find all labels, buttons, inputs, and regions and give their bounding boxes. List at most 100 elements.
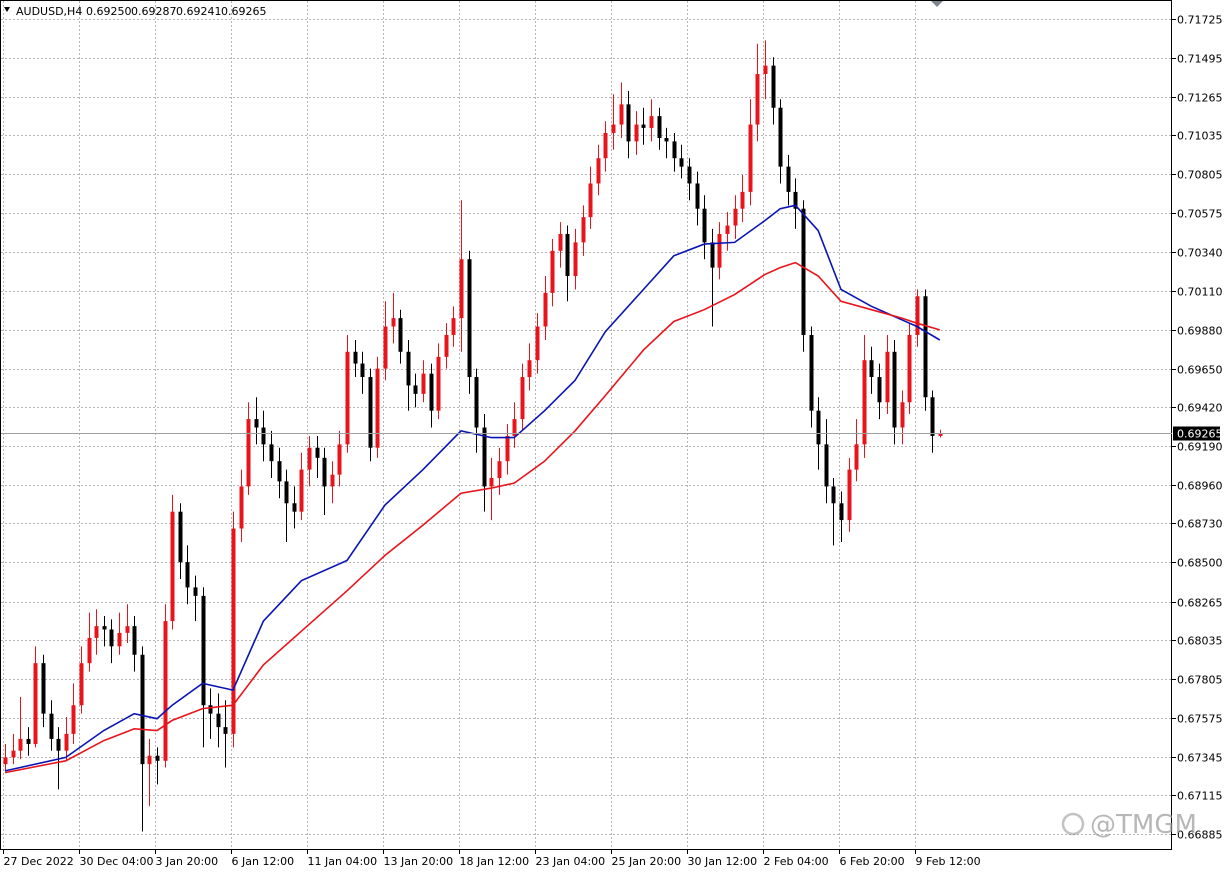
candle-body: [421, 373, 426, 394]
candle-body: [687, 166, 692, 184]
candle-body: [907, 334, 912, 403]
candle-body: [497, 461, 502, 479]
watermark: @TMGM: [1090, 810, 1197, 840]
candle-body: [892, 351, 897, 428]
y-tick-label: 0.68035: [1177, 635, 1223, 648]
y-tick-label: 0.71265: [1177, 92, 1223, 105]
candle-body: [277, 461, 282, 482]
last-open: 0.69250: [86, 5, 132, 18]
candle-body: [824, 444, 829, 487]
candle-body: [413, 385, 418, 394]
y-tick-label: 0.70340: [1177, 247, 1223, 260]
y-tick-label: 0.68730: [1177, 518, 1223, 531]
candle-body: [3, 757, 8, 765]
candle-body: [489, 478, 494, 487]
candle-body: [315, 447, 320, 458]
shift-marker[interactable]: [931, 1, 943, 7]
candle-body: [733, 208, 738, 226]
y-tick-label: 0.69650: [1177, 364, 1223, 377]
x-tick-label: 11 Jan 04:00: [308, 855, 378, 868]
candle-body: [740, 191, 745, 209]
candle-body: [626, 104, 631, 142]
marks: [1, 40, 1172, 832]
last-low: 0.69241: [176, 5, 222, 18]
y-tick-label: 0.66885: [1177, 829, 1223, 842]
candle-body: [771, 65, 776, 108]
candle-body: [254, 419, 259, 428]
candle-body: [246, 419, 251, 487]
candle-body: [216, 713, 221, 728]
candle-body: [163, 621, 168, 761]
candle-body: [786, 166, 791, 192]
candle-body: [702, 208, 707, 243]
menu-arrow[interactable]: [4, 7, 10, 12]
x-tick-label: 2 Feb 04:00: [764, 855, 829, 868]
candle-body: [793, 191, 798, 209]
candle-body: [406, 351, 411, 386]
candle-body: [900, 402, 905, 428]
x-tick-label: 25 Jan 20:00: [612, 855, 682, 868]
candle-body: [717, 233, 722, 268]
candle-body: [611, 124, 616, 133]
candle-body: [444, 334, 449, 357]
candle-body: [292, 503, 297, 512]
candle-body: [535, 326, 540, 361]
candle-body: [353, 351, 358, 364]
candle-body: [56, 738, 61, 751]
y-tick-label: 0.69880: [1177, 325, 1223, 338]
candle-body: [725, 225, 730, 234]
candle-body: [360, 363, 365, 378]
candle-body: [18, 738, 23, 751]
candle-body: [915, 296, 920, 335]
candle-body: [877, 377, 882, 403]
y-tick-label: 0.67575: [1177, 713, 1223, 726]
candle-body: [695, 183, 700, 209]
x-tick-label: 9 Feb 12:00: [916, 855, 981, 868]
price-label: 0.69265: [1177, 428, 1223, 441]
candle-body: [649, 116, 654, 128]
candle-body: [603, 132, 608, 159]
candle-body: [368, 377, 373, 448]
candle-body: [193, 587, 198, 596]
candle-body: [178, 511, 183, 563]
candle-body: [809, 334, 814, 411]
candle-body: [375, 368, 380, 448]
candle-body: [284, 481, 289, 504]
candle-body: [117, 632, 122, 647]
price-label-box: [1173, 426, 1220, 441]
candle-body: [261, 427, 266, 445]
candle-body: [140, 654, 145, 765]
candle-body: [49, 713, 54, 739]
x-tick-label: 18 Jan 12:00: [460, 855, 530, 868]
axes: 0.71725 0.71495 0.71265 0.71035 0.70805 0.705…: [3, 14, 1223, 868]
candle-body: [398, 318, 403, 352]
candle-body: [33, 663, 38, 744]
candle-body: [854, 444, 859, 470]
y-tick-label: 0.71725: [1177, 14, 1223, 27]
candle-body: [755, 74, 760, 125]
candle-body: [778, 107, 783, 167]
candle-body: [930, 397, 935, 436]
candle-body: [185, 562, 190, 588]
y-tick-label: 0.70575: [1177, 208, 1223, 221]
candle-body: [847, 469, 852, 521]
candle-body: [11, 750, 16, 758]
candle-body: [505, 435, 510, 462]
y-tick-label: 0.69190: [1177, 441, 1223, 454]
candle-body: [581, 217, 586, 243]
y-tick-label: 0.67345: [1177, 752, 1223, 765]
candle-body: [588, 183, 593, 218]
candle-body: [155, 755, 160, 761]
candle-body: [512, 419, 517, 436]
candle-body: [763, 65, 768, 75]
y-tick-label: 0.67115: [1177, 790, 1223, 803]
x-tick-label: 6 Jan 12:00: [232, 855, 295, 868]
candle-body: [657, 116, 662, 139]
y-tick-label: 0.70110: [1177, 286, 1223, 299]
watermark-logo: [1061, 812, 1085, 836]
candle-body: [269, 444, 274, 462]
candle-body: [71, 705, 76, 734]
candle-body: [147, 755, 152, 765]
x-tick-label: 30 Jan 12:00: [688, 855, 758, 868]
candle-body: [26, 738, 31, 744]
